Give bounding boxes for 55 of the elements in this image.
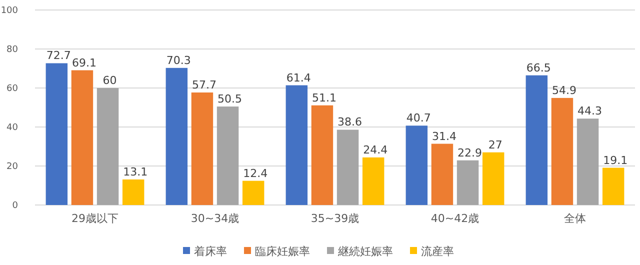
data-label: 70.3 <box>166 54 191 67</box>
x-tick-label: 40~42歳 <box>430 212 480 225</box>
y-tick-label: 60 <box>6 84 18 94</box>
data-label: 54.9 <box>552 84 576 97</box>
y-tick-label: 0 <box>12 200 18 211</box>
data-label: 13.1 <box>123 165 148 178</box>
bar <box>482 152 504 205</box>
bar <box>576 118 599 205</box>
data-label: 72.7 <box>46 49 71 62</box>
x-tick-label: 29歳以下 <box>72 212 118 225</box>
bar <box>526 75 548 205</box>
data-label: 57.7 <box>192 78 216 92</box>
bar <box>166 68 188 205</box>
data-label: 12.4 <box>243 166 268 180</box>
data-label: 66.5 <box>526 61 551 74</box>
data-label: 61.4 <box>286 71 311 84</box>
data-label: 69.1 <box>72 56 96 70</box>
bar <box>242 180 264 205</box>
bar <box>406 126 428 205</box>
x-tick-label: 30~34歳 <box>190 212 240 225</box>
data-label: 24.4 <box>363 143 388 156</box>
bar <box>336 130 359 205</box>
bar <box>191 92 214 205</box>
x-tick-label: 35~39歳 <box>310 212 360 225</box>
bar <box>122 179 144 205</box>
bar <box>71 70 94 205</box>
data-label: 38.6 <box>338 116 362 129</box>
data-label: 27 <box>488 138 502 152</box>
bar <box>431 144 454 205</box>
data-label: 51.1 <box>312 91 336 104</box>
legend-label: 臨床妊娠率 <box>255 244 310 258</box>
data-label: 60 <box>102 74 117 87</box>
y-tick-label: 20 <box>6 162 18 172</box>
legend-label: 流産率 <box>421 244 454 258</box>
bar <box>96 88 119 205</box>
data-label: 40.7 <box>406 112 431 125</box>
bar <box>46 63 68 205</box>
legend-label: 継続妊娠率 <box>337 244 393 258</box>
bar <box>286 85 308 205</box>
bar <box>602 168 624 205</box>
data-label: 19.1 <box>603 154 628 167</box>
data-label: 50.5 <box>218 92 242 106</box>
x-tick-label: 全体 <box>564 212 586 225</box>
legend-label: 着床率 <box>194 244 227 258</box>
bar <box>456 160 479 205</box>
y-tick-label: 80 <box>6 44 18 55</box>
y-tick-label: 100 <box>0 6 18 16</box>
bar <box>362 157 384 205</box>
y-tick-label: 40 <box>6 122 18 133</box>
data-label: 22.9 <box>458 146 482 160</box>
bar <box>551 98 574 205</box>
data-label: 31.4 <box>432 130 456 143</box>
data-label: 44.3 <box>578 104 602 118</box>
bar <box>311 105 334 205</box>
bar <box>216 106 239 205</box>
